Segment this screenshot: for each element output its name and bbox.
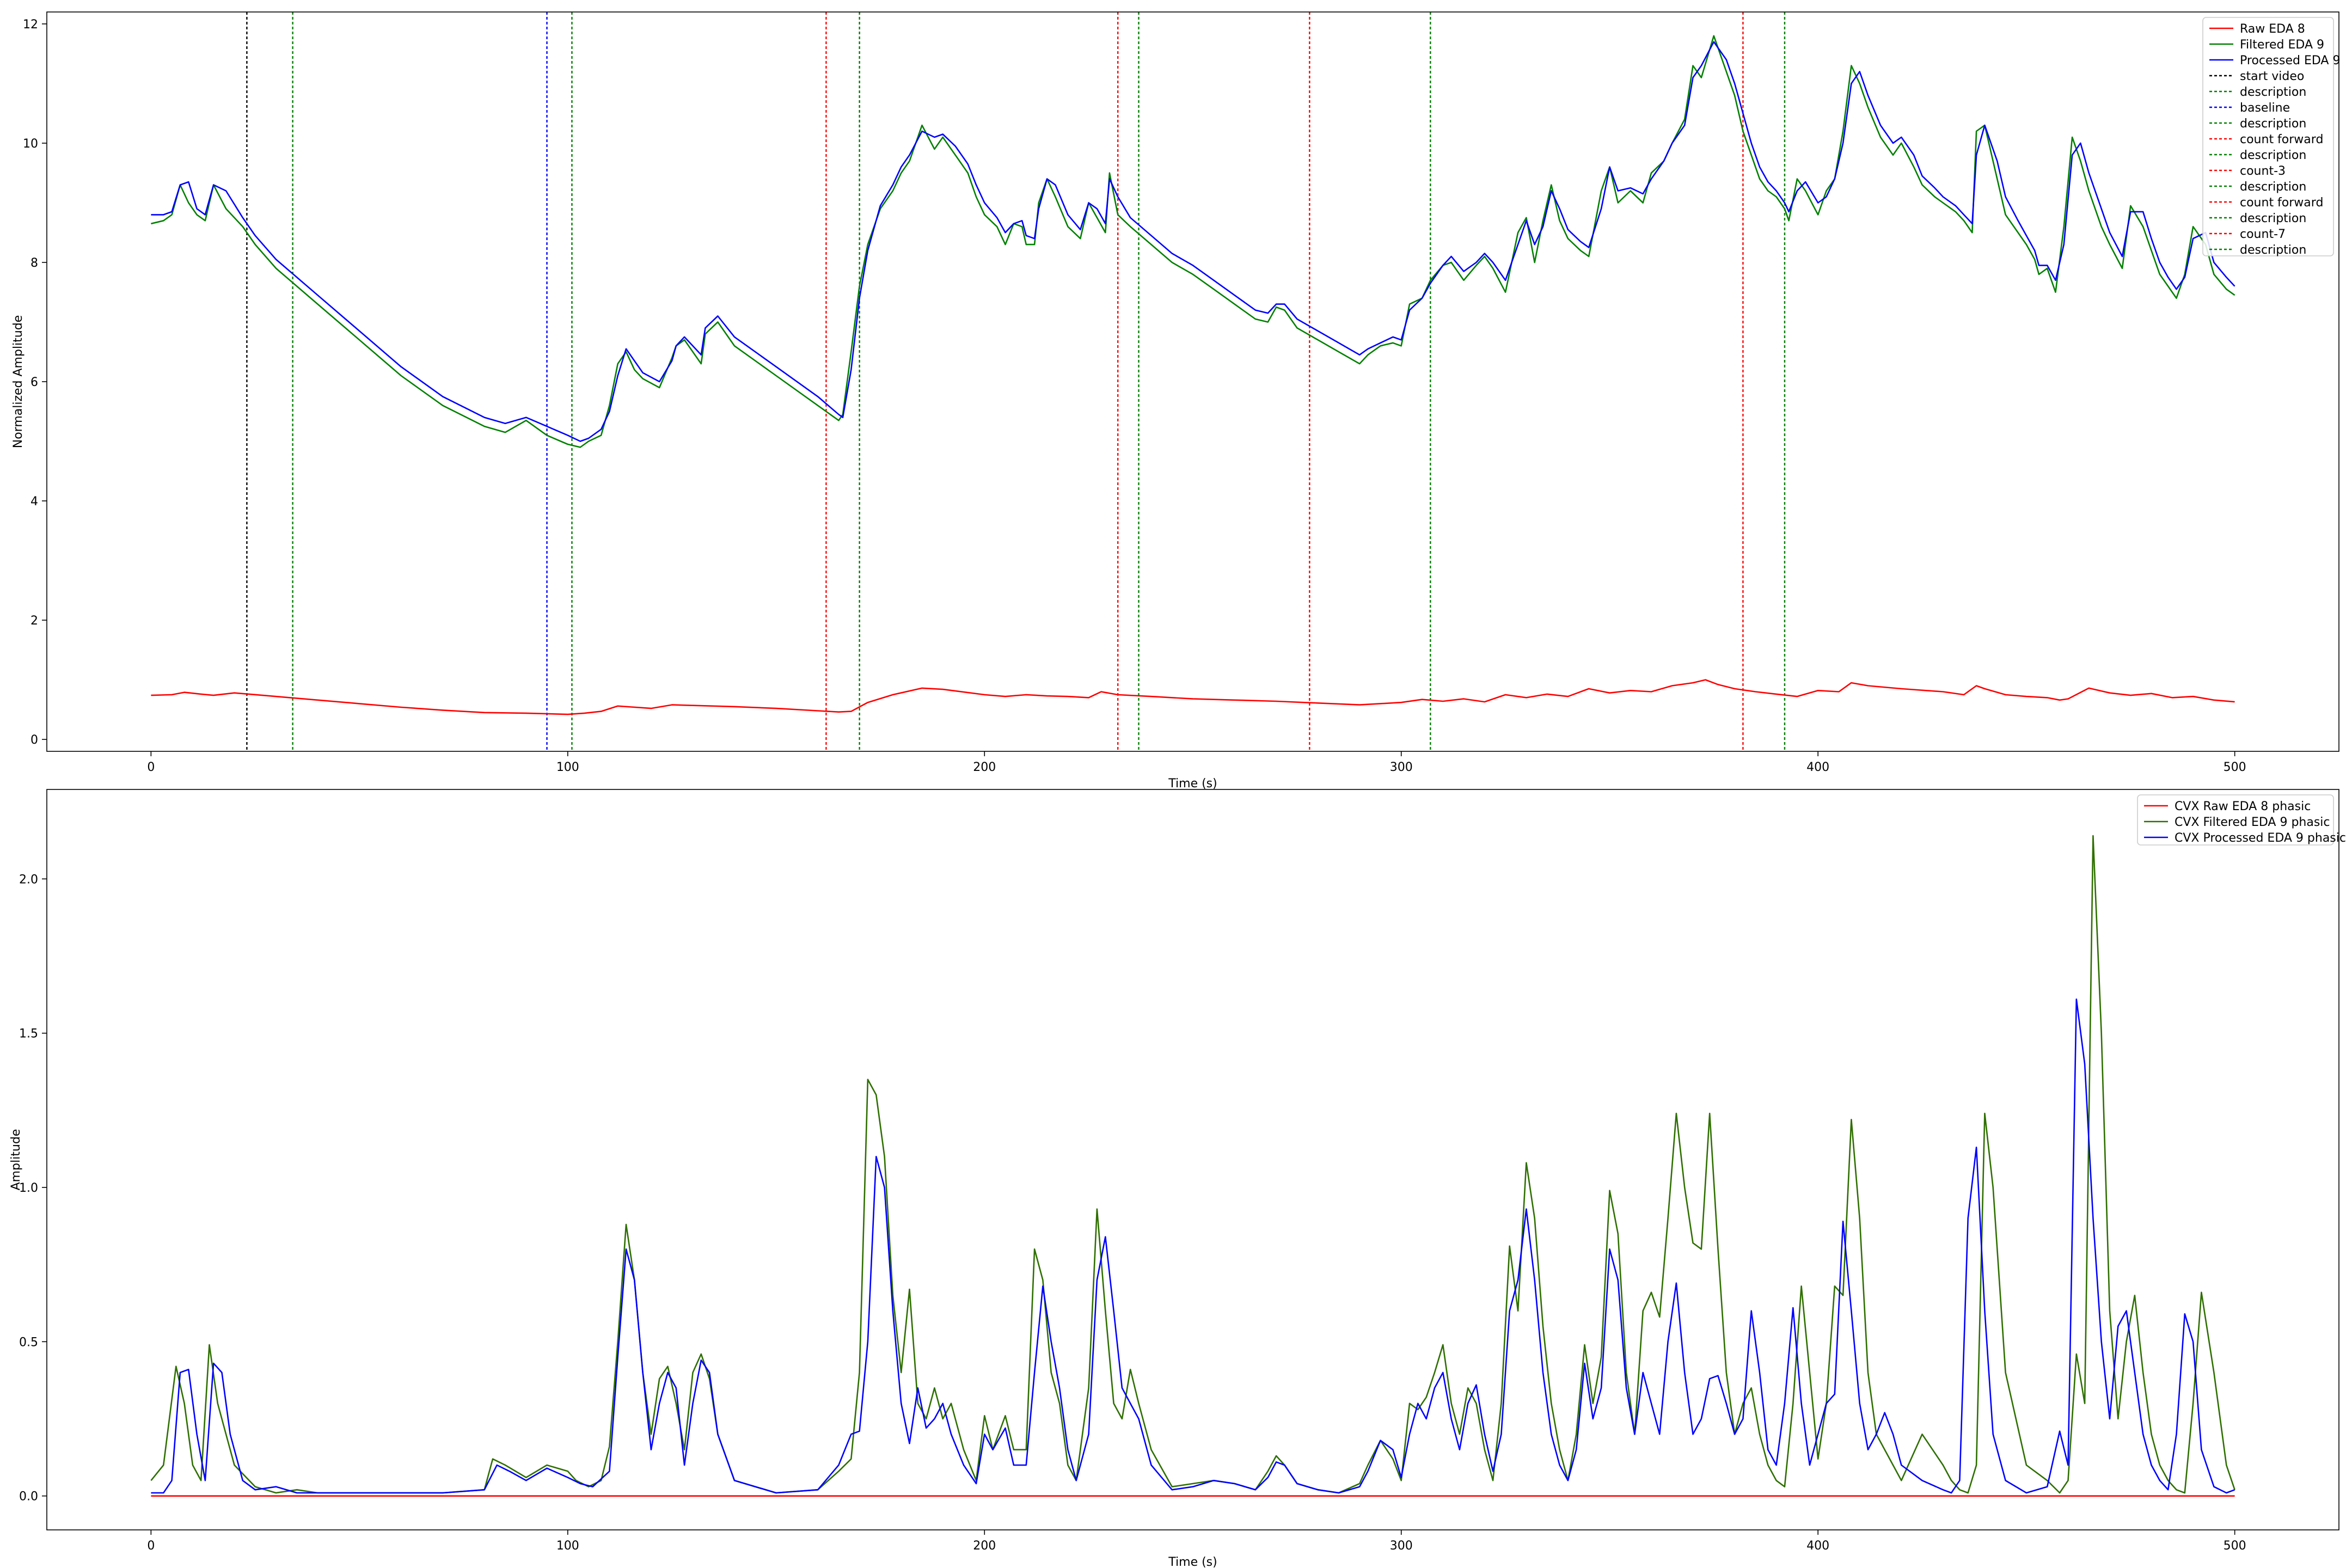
- series-line-2: [151, 41, 2235, 442]
- legend-entry: CVX Processed EDA 9 phasic: [2175, 831, 2346, 845]
- x-tick-label: 0: [147, 1539, 155, 1553]
- top-chart: 0 100 200 300 400 500 0 2 4 6 8 10 12 Time (s) Normali…: [11, 11, 2340, 791]
- legend-entry: count-3: [2240, 164, 2286, 178]
- x-tick-label: 300: [1390, 761, 1413, 774]
- legend: Raw EDA 8 Filtered EDA 9 Processed EDA 9 st…: [2202, 17, 2340, 257]
- y-tick-label: 2: [30, 614, 38, 628]
- x-tick-label: 0: [147, 761, 155, 774]
- bottom-chart: 0 100 200 300 400 500 0.0 0.5 1.0 1.5 2.0 Time (s) A…: [9, 789, 2346, 1568]
- legend-entry: description: [2240, 85, 2306, 99]
- y-tick-label: 8: [30, 256, 38, 270]
- y-tick-label: 4: [30, 495, 38, 509]
- legend-entry: description: [2240, 117, 2306, 131]
- series-line-2: [151, 999, 2235, 1494]
- y-axis-label: Amplitude: [9, 1129, 23, 1191]
- y-tick-label: 12: [23, 18, 38, 32]
- x-tick-label: 100: [556, 761, 579, 774]
- x-tick-label: 400: [1806, 761, 1829, 774]
- legend-entry: description: [2240, 243, 2306, 257]
- y-tick-label: 10: [23, 137, 38, 151]
- y-tick-label: 6: [30, 376, 38, 389]
- plot-area: [150, 835, 2235, 1497]
- series-line-1: [151, 35, 2235, 448]
- y-tick-label: 1.0: [19, 1181, 38, 1195]
- legend-entry: count forward: [2240, 133, 2323, 146]
- legend-entry: description: [2240, 180, 2306, 194]
- y-tick-label: 2.0: [19, 873, 38, 886]
- legend-entry: count-7: [2240, 228, 2286, 241]
- x-tick-label: 400: [1806, 1539, 1829, 1553]
- legend-entry: CVX Filtered EDA 9 phasic: [2175, 816, 2330, 829]
- series-line-0: [151, 679, 2235, 715]
- x-axis-label: Time (s): [1168, 777, 1217, 791]
- x-tick-label: 200: [973, 1539, 996, 1553]
- legend-entry: Raw EDA 8: [2240, 22, 2305, 36]
- legend-box: [2202, 17, 2334, 256]
- y-tick-label: 0.0: [19, 1490, 38, 1504]
- x-tick-label: 200: [973, 761, 996, 774]
- legend-entry: description: [2240, 149, 2306, 162]
- legend-entry: count forward: [2240, 196, 2323, 210]
- plot-area: [151, 12, 2235, 751]
- x-tick-label: 300: [1390, 1539, 1413, 1553]
- legend-entry: start video: [2240, 70, 2304, 83]
- legend: CVX Raw EDA 8 phasic CVX Filtered EDA 9 p…: [2137, 794, 2346, 846]
- y-tick-label: 0.5: [19, 1336, 38, 1349]
- legend-entry: baseline: [2240, 101, 2290, 115]
- axes-frame: [46, 789, 2339, 1530]
- series-line-1: [150, 835, 2235, 1494]
- legend-box: [2137, 794, 2334, 846]
- x-tick-label: 100: [556, 1539, 579, 1553]
- x-tick-label: 500: [2224, 1539, 2246, 1553]
- x-tick-label: 500: [2224, 761, 2246, 774]
- legend-entry: description: [2240, 212, 2306, 225]
- legend-entry: Processed EDA 9: [2240, 54, 2340, 68]
- y-tick-label: 1.5: [19, 1027, 38, 1041]
- x-axis-label: Time (s): [1168, 1555, 1217, 1568]
- legend-entry: CVX Raw EDA 8 phasic: [2175, 800, 2311, 813]
- legend-entry: Filtered EDA 9: [2240, 38, 2324, 52]
- y-tick-label: 0: [30, 733, 38, 747]
- y-axis-label: Normalized Amplitude: [11, 315, 25, 449]
